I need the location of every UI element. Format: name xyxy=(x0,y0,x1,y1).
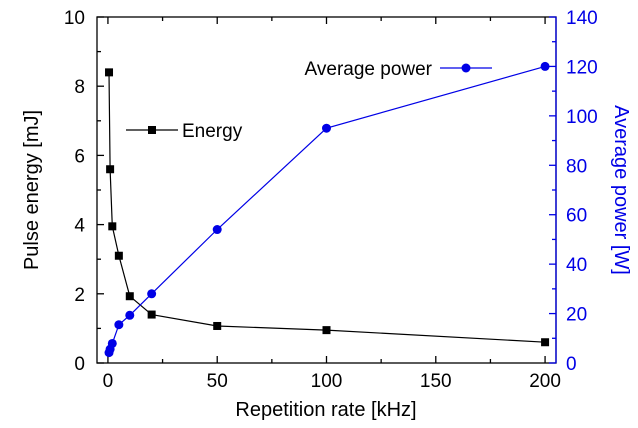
power-point xyxy=(147,289,157,299)
right-tick-label: 80 xyxy=(566,156,587,177)
right-tick-label: 140 xyxy=(566,8,598,29)
series-layer xyxy=(104,61,550,358)
right-tick-label: 20 xyxy=(566,305,587,326)
x-axis-title: Repetition rate [kHz] xyxy=(235,399,416,421)
series-line-energy xyxy=(108,72,546,343)
x-axis-ticks: 0 50 100 150 200 xyxy=(103,17,561,392)
left-tick-label: 8 xyxy=(74,77,85,98)
legend-energy: Energy xyxy=(126,121,243,142)
left-tick-label: 4 xyxy=(74,216,85,237)
x-tick-label: 50 xyxy=(207,371,228,392)
left-tick-label: 0 xyxy=(74,354,85,375)
right-tick-label: 120 xyxy=(566,57,598,78)
right-tick-label: 60 xyxy=(566,206,587,227)
energy-point xyxy=(322,326,331,335)
left-axis-ticks: 0 2 4 6 8 10 xyxy=(64,8,104,375)
legend-power-marker xyxy=(461,63,471,73)
energy-point xyxy=(106,165,115,174)
legend-energy-marker xyxy=(148,126,156,134)
x-tick-label: 100 xyxy=(311,371,343,392)
power-point xyxy=(212,225,222,235)
left-tick-label: 2 xyxy=(74,285,85,306)
x-tick-label: 200 xyxy=(529,371,561,392)
series-line-power xyxy=(108,65,546,353)
energy-point xyxy=(541,338,550,347)
right-axis-ticks: 0 20 40 60 80 100 120 140 xyxy=(549,8,598,375)
left-axis-title: Pulse energy [mJ] xyxy=(21,110,43,270)
left-tick-label: 10 xyxy=(64,8,85,29)
left-tick-label: 6 xyxy=(74,146,85,167)
right-tick-label: 40 xyxy=(566,255,587,276)
legend-power: Average power xyxy=(305,59,492,80)
x-tick-label: 0 xyxy=(103,371,114,392)
legend-energy-label: Energy xyxy=(182,121,243,142)
legend-power-label: Average power xyxy=(305,59,433,80)
power-point xyxy=(540,61,550,71)
power-point xyxy=(125,310,135,320)
energy-point xyxy=(125,292,134,301)
right-tick-label: 100 xyxy=(566,107,598,128)
x-tick-label: 150 xyxy=(420,371,452,392)
right-axis-title: Average power [W] xyxy=(610,105,632,275)
power-point xyxy=(322,123,331,133)
power-point xyxy=(114,320,124,330)
energy-point xyxy=(114,251,123,260)
energy-point xyxy=(147,310,156,319)
energy-point xyxy=(213,321,222,330)
energy-point xyxy=(108,222,117,231)
power-point xyxy=(107,338,117,348)
right-tick-label: 0 xyxy=(566,354,577,375)
energy-point xyxy=(105,68,114,77)
